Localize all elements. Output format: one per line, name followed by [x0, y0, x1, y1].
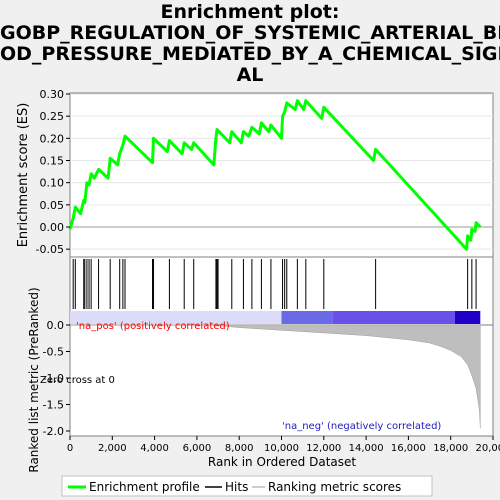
metric-y-tick-label: -1.0 — [43, 372, 64, 385]
x-tick-label: 4,000 — [140, 443, 169, 454]
x-tick-label: 14,000 — [349, 443, 384, 454]
x-tick-label: 12,000 — [306, 443, 341, 454]
legend-box — [61, 475, 433, 497]
metric-y-tick-label: -0.5 — [43, 346, 64, 359]
es-axis-label: Enrichment score (ES) — [16, 103, 31, 248]
title-line: OD_PRESSURE_MEDIATED_BY_A_CHEMICAL_SIGN — [0, 43, 500, 65]
neg-label: 'na_neg' (negatively correlated) — [282, 421, 441, 432]
enrichment-profile-line — [68, 99, 482, 251]
x-axis-label: Rank in Ordered Dataset — [208, 455, 356, 469]
es-y-tick-label: 0.15 — [40, 155, 65, 168]
es-y-tick-label: -0.05 — [36, 243, 64, 256]
metric-y-tick-label: -2.0 — [43, 425, 64, 438]
x-tick-label: 2,000 — [98, 443, 127, 454]
rank-color-band — [332, 311, 455, 324]
rank-color-band — [70, 311, 282, 324]
legend-hits-label: Hits — [225, 480, 248, 494]
zero-cross-label: Zero cross at 0 — [40, 375, 115, 386]
ranking-metric-area — [70, 324, 481, 429]
legend-enrichment-label: Enrichment profile — [89, 480, 200, 494]
x-tick-label: 20,000 — [476, 443, 500, 454]
es-y-tick-label: 0.00 — [40, 221, 65, 234]
metric-y-tick-label: 0.0 — [47, 319, 65, 332]
x-tick-label: 16,000 — [391, 443, 426, 454]
rank-color-band — [454, 311, 481, 324]
metric-y-tick-label: -1.5 — [43, 399, 64, 412]
title-line: AL — [236, 64, 264, 86]
chart-title: Enrichment plot: GOBP_REGULATION_OF_SYST… — [0, 2, 500, 86]
metric-axis-label: Ranked list metric (PreRanked) — [27, 287, 41, 472]
es-y-tick-label: 0.20 — [40, 132, 65, 145]
es-y-tick-label: 0.10 — [40, 177, 65, 190]
pos-label: 'na_pos' (positively correlated) — [76, 321, 230, 332]
legend-metric-label: Ranking metric scores — [268, 480, 401, 494]
es-y-tick-label: 0.25 — [40, 110, 65, 123]
x-tick-label: 6,000 — [183, 443, 212, 454]
x-tick-label: 18,000 — [433, 443, 468, 454]
es-y-tick-label: 0.30 — [40, 88, 65, 101]
title-line: GOBP_REGULATION_OF_SYSTEMIC_ARTERIAL_BLO — [0, 22, 500, 44]
rank-color-band — [281, 311, 333, 324]
title-line: Enrichment plot: — [160, 1, 340, 23]
es-y-tick-label: 0.05 — [40, 199, 65, 212]
metric-panel — [69, 324, 494, 437]
x-tick-label: 8,000 — [225, 443, 254, 454]
x-tick-label: 0 — [67, 443, 73, 454]
x-tick-label: 10,000 — [264, 443, 299, 454]
